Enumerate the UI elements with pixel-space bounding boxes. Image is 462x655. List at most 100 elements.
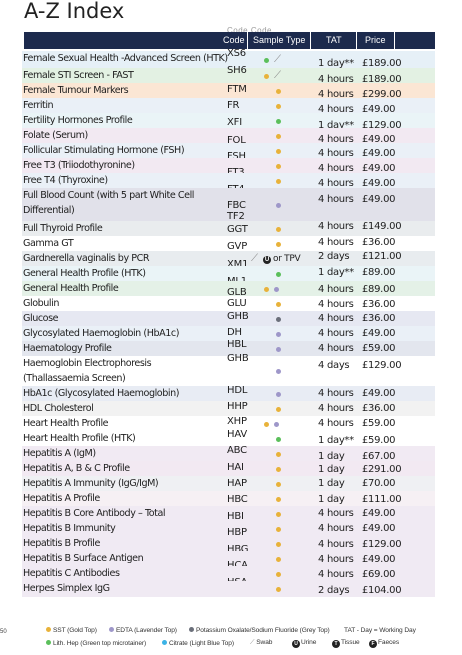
test-name: Female STI Screen - FAST [23,70,134,81]
blue-dot-icon [162,640,167,645]
turnaround-time: 4 hours [318,313,354,324]
table-row [22,581,435,597]
turnaround-time: 4 hours [318,148,354,159]
test-code: FOL [227,135,246,146]
header-overflow-text: Code Code [227,26,272,35]
gold-dot-icon [276,512,281,517]
price: £89.00 [362,284,396,295]
table-row [22,158,435,173]
test-code: FSH [227,151,246,162]
gold-dot-icon [264,74,269,79]
table-row [22,311,435,326]
turnaround-time: 4 hours [318,299,354,310]
test-name: Follicular Stimulating Hormone (FSH) [23,145,185,156]
sample-alternative: or TPV [273,254,301,264]
gold-dot-icon [264,422,269,427]
page-number: 50 [0,629,7,635]
test-name: Hepatitis C Antibodies [23,568,120,579]
test-code: DH [227,327,242,338]
turnaround-time: 1 day** [318,267,354,278]
turnaround-time: 1 day [318,494,345,505]
price: £59.00 [362,435,396,446]
table-row [22,506,435,521]
table-row [22,281,435,296]
price: £36.00 [362,313,396,324]
turnaround-time: 4 hours [318,284,354,295]
turnaround-time: 4 hours [318,388,354,399]
test-name: Hepatitis B Core Antibody – Total [23,508,166,519]
test-name: Heart Health Profile (HTK) [23,433,136,444]
header-separator [394,32,395,49]
test-name-continued: (Thallassaemia Screen) [23,373,126,384]
price: £49.00 [362,554,396,565]
legend-swab: ⟋ Swab [250,639,273,646]
green-dot-icon [276,272,281,277]
turnaround-time: 4 hours [318,163,354,174]
test-code: XFI [227,117,242,128]
test-name: Globulin [23,298,59,309]
lavender-dot-icon [276,369,281,374]
legend-tissue: T Tissue [332,639,360,648]
gold-dot-icon [276,164,281,169]
test-code: GGT [227,224,248,235]
turnaround-time: 1 day [318,478,345,489]
turnaround-time: 4 hours [318,523,354,534]
swab-icon: ⟋ [274,70,281,81]
gold-dot-icon [276,587,281,592]
turnaround-time: 4 hours [318,343,354,354]
test-name: Hepatitis B Surface Antigen [23,553,144,564]
test-name: Herpes Simplex IgG [23,583,110,594]
price: £189.00 [362,74,402,85]
test-name: Gardnerella vaginalis by PCR [23,253,150,264]
test-name: Hepatitis A (IgM) [23,448,96,459]
turnaround-time: 4 hours [318,178,354,189]
turnaround-time: 4 hours [318,237,354,248]
gold-dot-icon [276,497,281,502]
test-name-continued: Differential) [23,205,75,216]
table-row [22,401,435,416]
test-name: Glucose [23,313,59,324]
price: £36.00 [362,237,396,248]
legend-green: Lith. Hep (Green top microtainer) [46,640,146,647]
grey-dot-icon [189,627,194,632]
price: £49.00 [362,194,396,205]
price: £59.00 [362,343,396,354]
table-row [22,236,435,251]
urine-icon: U [263,256,271,264]
price: £49.00 [362,163,396,174]
price: £149.00 [362,221,402,232]
price: £59.00 [362,418,396,429]
price: £69.00 [362,569,396,580]
green-dot-icon [264,58,269,63]
gold-dot-icon [276,149,281,154]
table-row [22,51,435,68]
faeces-icon: F [369,640,377,648]
gold-dot-icon [276,134,281,139]
page-title: A-Z Index [24,0,125,23]
table-row [22,566,435,581]
swab-icon: ⟋ [251,253,258,264]
test-name: General Health Profile [23,283,119,294]
turnaround-time: 1 day** [318,120,354,131]
test-name: Full Blood Count (with 5 part White Cell [23,190,195,201]
test-name: Female Tumour Markers [23,85,129,96]
gold-dot-icon [276,557,281,562]
test-code: HBI [227,511,244,522]
table-row [22,251,435,266]
table-row [22,521,435,536]
legend-urine: U Urine [292,639,316,648]
table-row [22,386,435,401]
table-row [22,188,435,221]
test-code: XM1 [227,259,249,270]
test-code: GLB [227,287,247,298]
lavender-dot-icon [276,347,281,352]
test-code: HAV [227,429,247,440]
green-dot-icon [46,640,51,645]
test-name: Hepatitis B Profile [23,538,100,549]
turnaround-time: 4 hours [318,74,354,85]
price: £49.00 [362,388,396,399]
legend-sst: SST (Gold Top) [46,627,97,634]
green-dot-icon [276,437,281,442]
test-code: SH6 [227,65,247,76]
